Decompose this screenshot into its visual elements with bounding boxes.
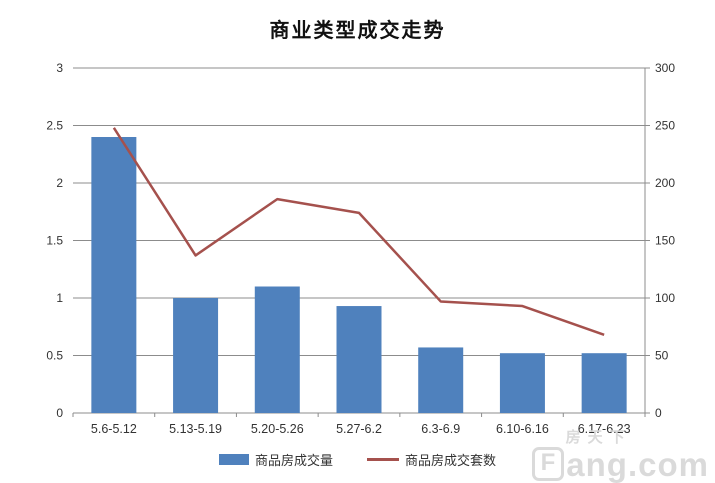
chart-legend: 商品房成交量 商品房成交套数: [0, 450, 715, 469]
bar: [91, 137, 137, 413]
x-axis-category-label: 6.17-6.23: [578, 422, 631, 436]
bar-series-swatch: [218, 454, 249, 465]
x-axis-category-label: 5.27-6.2: [336, 422, 382, 436]
legend-item-line-series: 商品房成交套数: [367, 450, 496, 469]
right-axis-tick-label: 150: [655, 234, 675, 248]
left-axis-tick-label: 1: [56, 291, 63, 305]
line-series: [112, 127, 605, 336]
bar: [254, 286, 300, 413]
line-series-swatch: [367, 458, 399, 461]
x-axis-category-label: 6.3-6.9: [421, 422, 460, 436]
left-axis-tick-label: 1.5: [46, 234, 63, 248]
left-axis-tick-label: 3: [56, 61, 63, 75]
left-axis-tick-label: 0: [56, 406, 63, 420]
legend-item-bar-series: 商品房成交量: [218, 450, 333, 469]
bar: [173, 298, 219, 413]
right-axis-tick-label: 200: [655, 176, 675, 190]
right-axis-tick-label: 300: [655, 61, 675, 75]
x-axis-category-label: 6.10-6.16: [496, 422, 549, 436]
x-axis-category-label: 5.20-5.26: [251, 422, 304, 436]
line-series-label: 商品房成交套数: [405, 453, 497, 468]
left-axis-tick-label: 2.5: [46, 119, 63, 133]
right-axis-tick-label: 50: [655, 349, 669, 363]
x-axis-category-label: 5.13-5.19: [169, 422, 222, 436]
x-axis-category-label: 5.6-5.12: [91, 422, 137, 436]
bar-series-label: 商品房成交量: [254, 453, 333, 468]
bar: [499, 353, 545, 413]
right-axis-tick-label: 0: [655, 406, 662, 420]
left-axis-tick-label: 0.5: [46, 349, 63, 363]
right-axis-tick-label: 100: [655, 291, 675, 305]
bar: [336, 306, 382, 413]
right-axis-tick-label: 250: [655, 119, 675, 133]
bar: [581, 353, 627, 413]
chart-title: 商业类型成交走势: [269, 20, 446, 42]
bar: [418, 347, 464, 413]
left-axis-tick-label: 2: [56, 176, 63, 190]
